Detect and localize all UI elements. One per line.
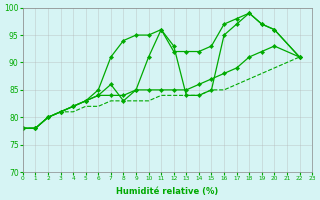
- X-axis label: Humidité relative (%): Humidité relative (%): [116, 187, 219, 196]
